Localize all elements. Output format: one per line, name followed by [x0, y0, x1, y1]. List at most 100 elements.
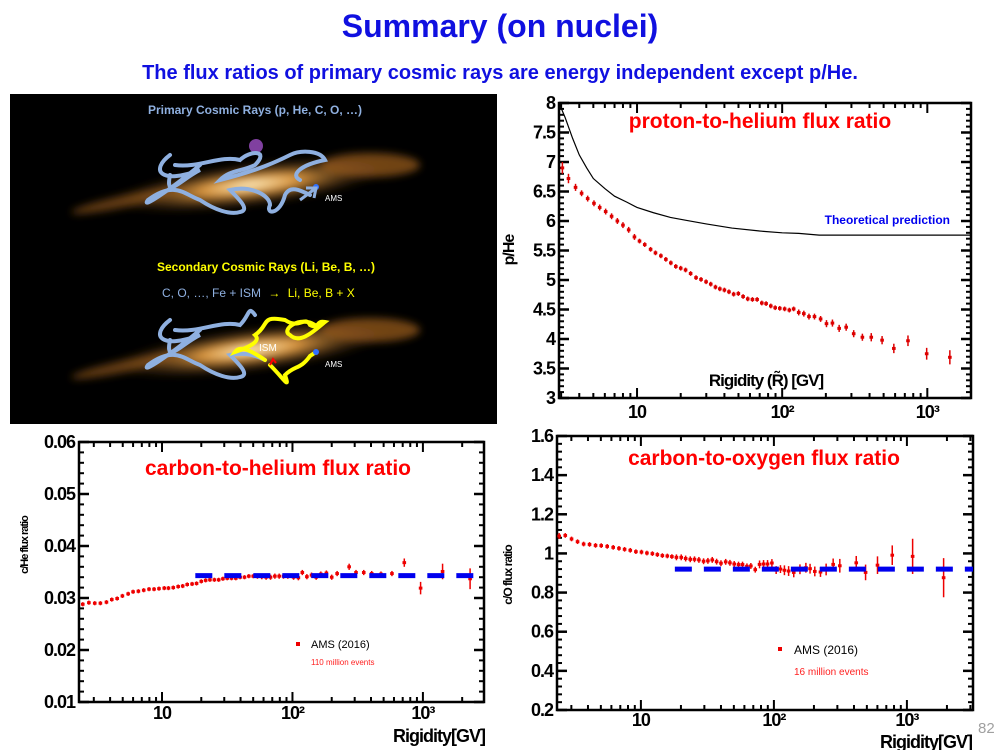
data-point [361, 569, 366, 576]
data-point [402, 558, 407, 567]
marker [166, 586, 171, 590]
y-tick-label: 1.6 [531, 426, 554, 446]
marker [273, 574, 277, 578]
marker [812, 315, 817, 319]
marker [104, 600, 109, 604]
data-point [740, 561, 745, 568]
marker [664, 257, 668, 261]
y-axis-title: p/He [501, 234, 518, 266]
marker [824, 322, 829, 326]
marker [769, 304, 773, 308]
data-point [648, 246, 653, 252]
data-point [605, 544, 609, 549]
data-point [120, 593, 125, 598]
data-point [609, 213, 614, 220]
data-point [812, 313, 817, 320]
data-point [597, 204, 602, 211]
marker [300, 571, 305, 575]
data-point [634, 549, 638, 555]
data-point [851, 330, 856, 338]
marker [948, 355, 952, 359]
marker [575, 540, 580, 544]
data-point [769, 303, 773, 309]
marker [745, 564, 749, 568]
x-axis-title: Rigidity (R̃) [GV] [709, 370, 824, 390]
marker [136, 589, 141, 593]
legend: AMS (2016) 110 million events [296, 639, 374, 667]
marker [890, 553, 895, 557]
marker [761, 562, 766, 566]
data-point [171, 585, 176, 590]
marker [98, 601, 103, 605]
marker [670, 555, 674, 559]
data-point [683, 555, 688, 562]
marker [268, 575, 273, 579]
data-point [818, 315, 823, 322]
marker [277, 574, 281, 578]
data-point [880, 336, 884, 345]
marker [180, 584, 185, 588]
y-tick-label: 0.01 [44, 692, 76, 712]
data-point [660, 553, 665, 558]
data-point [692, 556, 697, 563]
marker [699, 277, 703, 281]
marker [650, 552, 655, 556]
data-point [732, 561, 737, 567]
legend-entry: AMS (2016) [794, 643, 858, 657]
marker [741, 295, 745, 299]
marker [199, 579, 204, 583]
marker [753, 568, 758, 572]
data-point [329, 574, 334, 580]
marker [599, 544, 604, 548]
y-tick-label: 6.5 [533, 182, 556, 202]
x-axis-title: Rigidity[GV] [393, 726, 485, 746]
marker [229, 576, 234, 580]
data-point [277, 573, 281, 579]
data-point [664, 256, 668, 262]
data-point [335, 570, 339, 577]
data-point [708, 281, 713, 287]
marker [808, 567, 812, 571]
data-point [190, 581, 194, 587]
data-point [653, 250, 658, 256]
data-point [813, 566, 817, 577]
y-tick-label: 0.2 [531, 700, 554, 720]
marker [157, 587, 161, 591]
data-point [770, 559, 774, 567]
marker [723, 560, 728, 564]
data-point [185, 582, 190, 587]
chart-2: 0.2 0.4 0.6 0.8 1 1.2 1.4 1.6 10 10² 10³ carbon-to-… [501, 426, 975, 750]
data-point [152, 587, 156, 592]
y-tick-label: 0.8 [531, 583, 554, 603]
legend-note: 16 million events [794, 667, 868, 678]
marker [634, 550, 638, 554]
marker [251, 574, 255, 578]
marker [80, 602, 85, 606]
x-tick-label: 10 [632, 710, 651, 730]
data-point [655, 552, 660, 557]
plot-frame [555, 434, 975, 712]
marker [678, 266, 683, 270]
marker [194, 581, 199, 585]
marker [115, 597, 119, 601]
y-tick-label: 0.04 [44, 536, 76, 556]
marker [679, 555, 684, 559]
data-point [659, 253, 663, 259]
marker [665, 554, 670, 558]
marker [755, 297, 759, 301]
marker [727, 290, 731, 294]
plot-frame [557, 101, 973, 400]
marker [941, 576, 946, 580]
data-point [727, 289, 731, 295]
marker [585, 197, 590, 201]
marker [818, 570, 823, 574]
data-point [579, 190, 584, 197]
x-tick-label: 10³ [411, 703, 435, 723]
marker [216, 578, 221, 582]
data-point [796, 309, 801, 316]
marker [773, 306, 777, 310]
marker [221, 577, 225, 581]
marker [234, 576, 238, 580]
marker [802, 312, 806, 316]
marker [642, 243, 647, 247]
